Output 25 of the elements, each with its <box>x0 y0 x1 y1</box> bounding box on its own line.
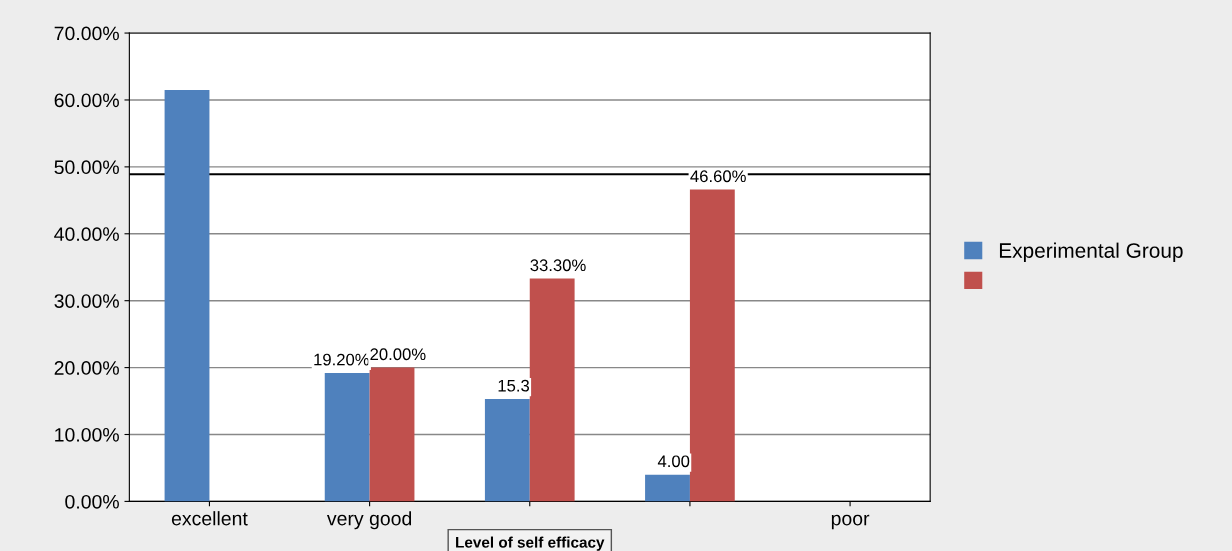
bar <box>689 189 735 502</box>
y-tick-label: 30.00% <box>54 294 119 308</box>
data-label: 4.00 <box>657 455 690 468</box>
bar <box>645 474 690 502</box>
data-label: 20.00% <box>370 348 426 361</box>
x-tick-label: excellent <box>171 511 248 526</box>
y-tick-label: 40.00% <box>54 227 119 242</box>
x-tick-label: poor <box>831 514 870 530</box>
legend-label: Experimental Group <box>999 242 1183 263</box>
y-tick-label: 0.00% <box>65 494 119 509</box>
y-tick-label: 20.00% <box>54 361 119 375</box>
data-label: 15.3 <box>498 379 530 392</box>
y-tick-label: 10.00% <box>55 427 119 442</box>
x-tick-label: very good <box>326 511 412 530</box>
bar <box>529 278 575 502</box>
bar <box>164 89 210 502</box>
y-tick-label: 60.00% <box>54 93 119 108</box>
data-label: 33.30% <box>530 259 586 272</box>
bar <box>369 367 415 502</box>
x-axis-title: Level of self efficacy <box>456 536 605 551</box>
data-label: 46.60% <box>690 170 746 183</box>
y-tick-label: 50.00% <box>54 160 119 175</box>
y-tick-label: 70.00% <box>54 26 119 41</box>
data-label: 19.20% <box>314 353 370 366</box>
bar <box>484 399 530 502</box>
